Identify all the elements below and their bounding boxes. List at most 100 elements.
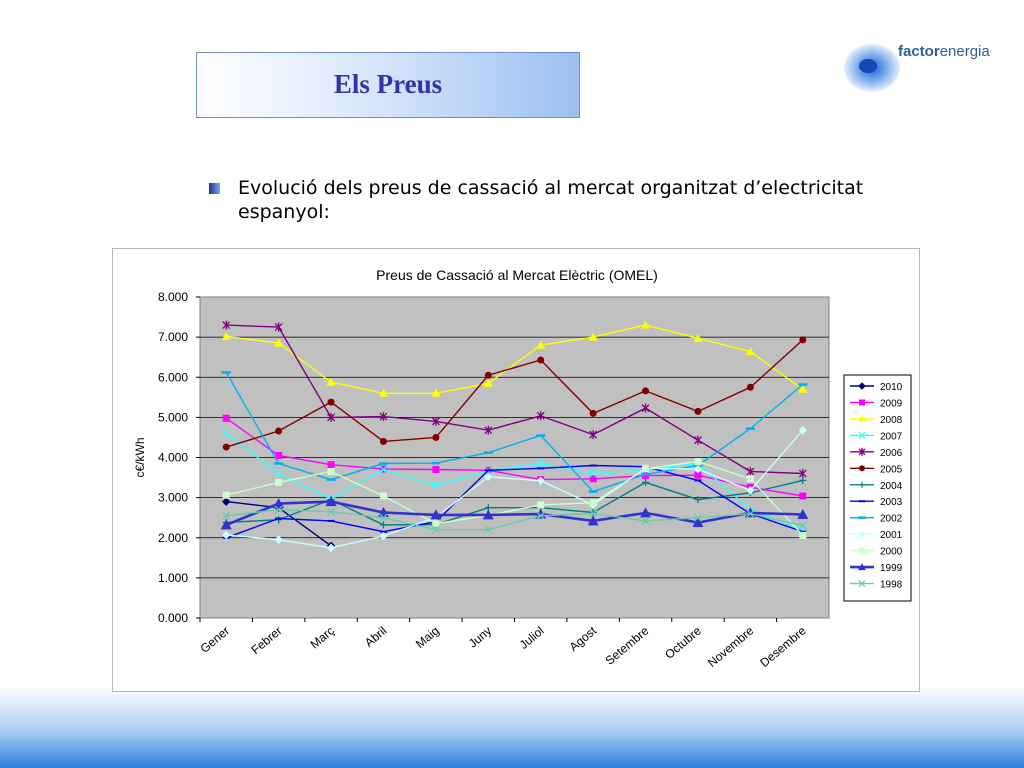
- legend-marker: [858, 447, 866, 456]
- x-tick-label: Febrer: [248, 624, 284, 657]
- data-point-2006: [798, 469, 807, 479]
- x-tick-label: Setembre: [603, 623, 652, 667]
- data-point-2001: [222, 530, 231, 540]
- data-point-2008: [483, 378, 493, 387]
- x-tick-label: Novembre: [705, 623, 757, 670]
- data-point-2001: [746, 486, 755, 495]
- legend-marker: [859, 547, 865, 554]
- y-axis-label: c€/kWh: [133, 437, 147, 477]
- data-point-2009: [694, 471, 702, 479]
- y-tick-label: 6.000: [158, 370, 188, 384]
- data-point-2004: [379, 521, 387, 529]
- data-point-2004: [642, 478, 650, 486]
- data-point-2004: [799, 476, 807, 484]
- data-point-1998: [431, 525, 440, 534]
- legend-marker: [859, 465, 865, 472]
- series-line-2008: [226, 324, 804, 394]
- data-point-2004: [589, 508, 597, 516]
- chart-title: Preus de Cassació al Mercat Elèctric (OM…: [376, 267, 658, 283]
- logo-wordmark: factorenergia: [898, 43, 990, 60]
- price-line-chart: Preus de Cassació al Mercat Elèctric (OM…: [133, 267, 912, 670]
- data-point-1999: [797, 508, 809, 519]
- data-point-2005: [327, 398, 335, 406]
- legend-marker: [858, 580, 866, 587]
- data-point-2009: [222, 414, 230, 422]
- data-point-2009: [589, 475, 597, 483]
- data-point-2006: [274, 322, 283, 332]
- series-line-2005: [225, 339, 804, 448]
- data-point-1999: [325, 496, 337, 507]
- x-tick-label: Juliol: [517, 624, 547, 652]
- legend-label: 2009: [880, 398, 903, 409]
- series-line-2009: [225, 417, 803, 497]
- series-line-1999: [225, 500, 803, 527]
- y-tick-label: 2.000: [158, 531, 188, 545]
- data-point-1999: [587, 515, 599, 526]
- legend-label: 2000: [880, 547, 903, 558]
- data-point-2008: [641, 320, 651, 329]
- series-line-2006: [226, 324, 803, 475]
- data-point-2001: [274, 535, 283, 544]
- data-point-2008: [274, 338, 284, 347]
- y-tick-label: 1.000: [158, 571, 188, 585]
- data-point-2005: [589, 409, 597, 417]
- data-point-2008: [745, 347, 755, 356]
- data-point-1999: [430, 509, 442, 520]
- legend-label: 2007: [880, 431, 903, 442]
- data-point-1998: [484, 525, 493, 534]
- data-point-2008: [431, 388, 441, 397]
- data-point-2001: [326, 543, 336, 552]
- data-point-2007: [222, 429, 231, 438]
- data-point-1999: [692, 517, 704, 528]
- series-line-2002: [225, 372, 804, 493]
- data-point-2006: [693, 435, 702, 445]
- data-point-2001: [693, 464, 703, 474]
- legend-label: 2006: [880, 448, 903, 459]
- logo-word-light: energia: [939, 43, 990, 60]
- chart-frame: Preus de Cassació al Mercat Elèctric (OM…: [112, 248, 920, 692]
- data-point-2008: [798, 384, 808, 393]
- y-tick-label: 5.000: [158, 410, 188, 424]
- slide-title-box: Els Preus: [196, 52, 580, 118]
- x-tick-label: Gener: [198, 624, 233, 656]
- legend-label: 2010: [880, 382, 903, 393]
- x-tick-label: Agost: [567, 623, 600, 654]
- legend-label: 2004: [880, 481, 903, 492]
- data-point-2007: [589, 469, 598, 478]
- data-point-1999: [220, 519, 232, 530]
- data-point-2005: [222, 443, 230, 451]
- data-point-1999: [273, 498, 285, 509]
- legend-marker: [858, 563, 866, 571]
- series-line-2000: [226, 460, 804, 536]
- data-point-2007: [274, 469, 283, 478]
- data-point-2004: [694, 496, 702, 504]
- data-point-1998: [746, 509, 755, 518]
- data-point-2000: [642, 465, 650, 473]
- data-point-2006: [327, 412, 336, 422]
- data-point-2005: [537, 356, 545, 364]
- data-point-2001: [484, 472, 493, 481]
- legend-label: 2005: [880, 464, 903, 475]
- data-point-2005: [799, 336, 807, 344]
- legend-label: 1999: [880, 563, 903, 574]
- data-point-1998: [274, 505, 283, 514]
- data-point-2006: [379, 412, 388, 422]
- bullet-square-icon: [209, 183, 220, 194]
- legend-marker: [859, 481, 865, 488]
- data-point-2001: [379, 531, 388, 541]
- data-point-2000: [432, 520, 440, 528]
- data-point-2005: [484, 371, 492, 379]
- data-point-2000: [379, 492, 387, 500]
- legend-marker: [859, 399, 865, 406]
- data-point-2006: [431, 416, 440, 426]
- legend-marker: [858, 530, 866, 538]
- y-tick-label: 0.000: [158, 611, 188, 625]
- series-line-2001: [226, 429, 804, 549]
- legend-label: 2008: [880, 415, 903, 426]
- data-point-1998: [798, 521, 807, 530]
- data-point-2009: [432, 466, 440, 474]
- legend-box: [843, 374, 912, 602]
- data-point-1998: [536, 511, 545, 520]
- data-point-2001: [536, 476, 545, 485]
- data-point-1998: [327, 507, 336, 516]
